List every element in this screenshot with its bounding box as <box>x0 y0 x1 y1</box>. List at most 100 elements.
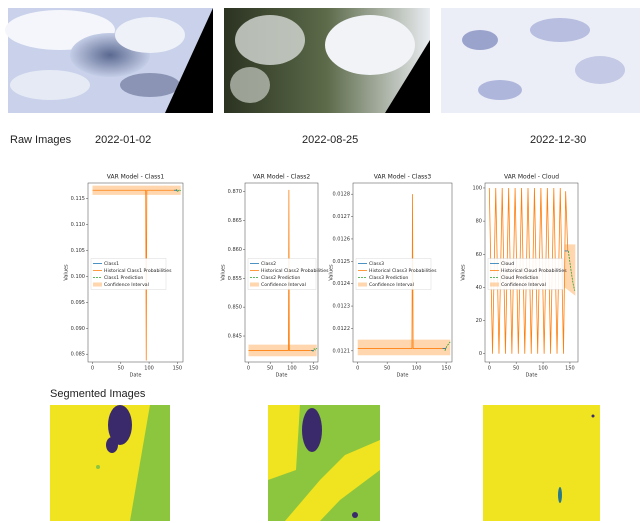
y-tick-label: 0.845 <box>228 334 242 340</box>
y-tick-label: 0.0121 <box>333 348 351 354</box>
chart-title: VAR Model - Cloud <box>504 174 559 181</box>
segmented-image <box>268 405 380 521</box>
x-tick-label: 150 <box>173 366 183 372</box>
series-line <box>357 194 447 349</box>
legend-label: Historical Cloud Probabilities <box>501 268 567 274</box>
legend-label: Historical Class1 Probabilities <box>104 268 172 274</box>
chart: VAR Model - Class1 Date Values 0 50 100 150 0.0… <box>64 174 184 379</box>
legend-label: Cloud Prediction <box>501 275 538 281</box>
y-tick-label: 60 <box>476 252 482 258</box>
y-tick-label: 0.860 <box>228 247 242 253</box>
x-tick-label: 50 <box>118 366 124 372</box>
y-tick-label: 0.0127 <box>333 214 351 220</box>
y-tick-label: 0.865 <box>228 218 242 224</box>
legend-label: Historical Class2 Probabilities <box>261 268 329 274</box>
series-line <box>248 189 314 351</box>
legend-label: Confidence Interval <box>501 282 546 288</box>
raw-image-date: 2022-08-25 <box>302 134 358 146</box>
y-tick-label: 0.870 <box>228 189 242 195</box>
x-tick-label: 0 <box>247 366 250 372</box>
legend-swatch <box>358 282 367 287</box>
legend <box>355 258 432 290</box>
y-axis-label: Values <box>461 264 467 281</box>
chart: VAR Model - Cloud Date Values 0 50 100 150 0 20 4… <box>461 174 579 379</box>
y-axis-label: Values <box>329 264 335 281</box>
legend-label: Class2 <box>261 261 276 267</box>
y-tick-label: 0.0123 <box>333 304 351 310</box>
y-tick-label: 0.0124 <box>333 281 351 287</box>
legend-label: Class3 <box>369 261 384 267</box>
y-tick-label: 0.095 <box>71 300 85 306</box>
legend-swatch <box>93 282 102 287</box>
chart-title: VAR Model - Class3 <box>374 174 432 181</box>
y-tick-label: 80 <box>476 219 482 225</box>
legend <box>247 258 317 290</box>
x-tick-label: 50 <box>513 366 519 372</box>
y-tick-label: 0.105 <box>71 248 85 254</box>
segmented-image <box>50 405 170 521</box>
x-tick-label: 0 <box>356 366 359 372</box>
x-tick-label: 0 <box>91 366 94 372</box>
legend-swatch <box>250 282 259 287</box>
raw-image <box>5 8 213 113</box>
x-tick-label: 50 <box>384 366 390 372</box>
y-tick-label: 0.090 <box>71 326 85 332</box>
x-tick-label: 0 <box>488 366 491 372</box>
legend-label: Class3 Prediction <box>369 275 408 281</box>
y-tick-label: 0.110 <box>71 222 85 228</box>
y-tick-label: 0.100 <box>71 274 85 280</box>
legend-label: Confidence Interval <box>261 282 306 288</box>
x-tick-label: 100 <box>144 366 154 372</box>
y-tick-label: 0.085 <box>71 352 85 358</box>
chart: VAR Model - Class2 Date Values 0 50 100 150 0.8… <box>221 174 330 379</box>
legend-label: Historical Class3 Probabilities <box>369 268 437 274</box>
raw-image-date: 2022-01-02 <box>95 134 151 146</box>
x-tick-label: 150 <box>565 366 575 372</box>
chart-title: VAR Model - Class1 <box>107 174 165 181</box>
legend-label: Class2 Prediction <box>261 275 300 281</box>
x-tick-label: 150 <box>441 366 451 372</box>
series-line <box>444 341 451 351</box>
series-line <box>567 250 576 291</box>
legend <box>487 258 564 290</box>
confidence-band <box>357 339 451 356</box>
raw-images-label: Raw Images <box>10 134 72 146</box>
x-tick-label: 100 <box>538 366 548 372</box>
x-axis-label: Date <box>526 373 538 379</box>
raw-image <box>441 8 640 113</box>
y-tick-label: 0.0122 <box>333 326 351 332</box>
y-tick-label: 40 <box>476 285 482 291</box>
legend-label: Class1 <box>104 261 119 267</box>
y-axis-label: Values <box>221 264 227 281</box>
raw-image <box>224 8 430 113</box>
legend-label: Cloud <box>501 261 514 267</box>
y-tick-label: 0.855 <box>228 276 242 282</box>
y-tick-label: 0.0128 <box>333 192 351 198</box>
x-tick-label: 100 <box>412 366 422 372</box>
y-tick-label: 0.115 <box>71 196 85 202</box>
x-axis-label: Date <box>130 373 142 379</box>
x-axis-label: Date <box>397 373 409 379</box>
chart: VAR Model - Class3 Date Values 0 50 100 150 0.0… <box>329 174 453 379</box>
x-axis-label: Date <box>276 373 288 379</box>
y-tick-label: 0 <box>479 351 482 357</box>
legend-label: Confidence Interval <box>104 282 149 288</box>
legend-label: Confidence Interval <box>369 282 414 288</box>
chart-title: VAR Model - Class2 <box>253 174 311 181</box>
series-line <box>92 189 178 361</box>
legend-label: Class1 Prediction <box>104 275 143 281</box>
confidence-band <box>564 244 576 296</box>
legend-swatch <box>490 282 499 287</box>
x-tick-label: 50 <box>267 366 273 372</box>
segmented-image <box>483 405 600 521</box>
y-tick-label: 0.0125 <box>333 259 351 265</box>
legend <box>90 258 167 290</box>
y-axis-label: Values <box>64 264 70 281</box>
y-tick-label: 20 <box>476 318 482 324</box>
segmented-images-label: Segmented Images <box>50 388 146 400</box>
x-tick-label: 150 <box>309 366 319 372</box>
y-tick-label: 0.850 <box>228 305 242 311</box>
raw-image-date: 2022-12-30 <box>530 134 586 146</box>
